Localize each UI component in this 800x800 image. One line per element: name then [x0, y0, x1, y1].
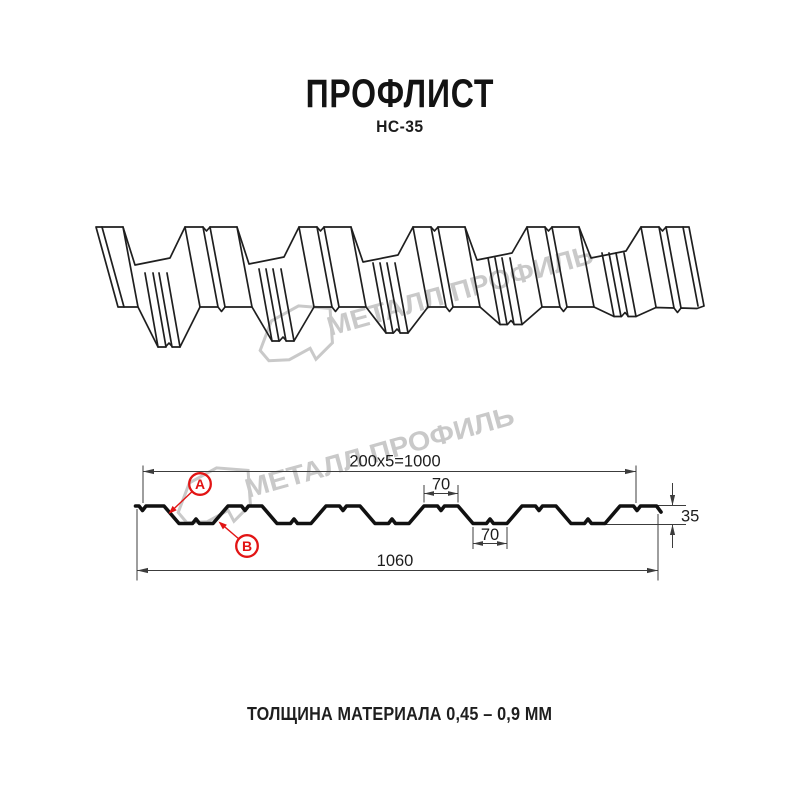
- page-title-text: ПРОФЛИСТ: [305, 72, 495, 116]
- dim-35-label: 35: [681, 508, 699, 526]
- material-thickness-caption: ТОЛЩИНА МАТЕРИАЛА 0,45 – 0,9 ММ: [0, 704, 800, 725]
- marker-a-label: А: [195, 476, 205, 492]
- dim-arrow: [647, 567, 658, 574]
- marker-b-arrowhead-icon: [218, 521, 227, 530]
- page-subtitle-text: НС-35: [376, 117, 424, 136]
- sheet-3d-lines: [95, 226, 705, 348]
- page-title: ПРОФЛИСТ: [0, 72, 800, 117]
- dim-arrow: [473, 541, 483, 546]
- metall-profil-logo-icon: [258, 304, 334, 363]
- dim-1060-label: 1060: [377, 552, 414, 570]
- dim-70-top-label: 70: [432, 476, 450, 494]
- dim-arrow: [137, 567, 148, 574]
- section-profile: [133, 504, 663, 526]
- material-thickness-text: ТОЛЩИНА МАТЕРИАЛА 0,45 – 0,9 ММ: [247, 704, 553, 724]
- dim-35-references: [600, 505, 686, 525]
- dim-arrow: [448, 491, 458, 496]
- section-dimension-labels: 200x5=1000 70 70 35 1060: [349, 453, 699, 571]
- marker-b-label: В: [242, 538, 252, 554]
- marker-a-circle: [188, 472, 212, 496]
- dim-arrow: [143, 468, 154, 475]
- dim-arrow: [497, 541, 507, 546]
- dim-arrow: [669, 524, 676, 535]
- section-markers: А В: [168, 472, 259, 558]
- dim-1060-extensions: [136, 509, 659, 581]
- dim-70-bottom-extensions: [472, 527, 508, 549]
- marker-b-circle: [235, 534, 259, 558]
- dim-arrow: [669, 495, 676, 506]
- dim-arrow: [625, 468, 636, 475]
- dim-70-bottom-label: 70: [481, 526, 499, 544]
- dim-1000-label: 200x5=1000: [349, 453, 440, 471]
- dim-arrow: [424, 491, 434, 496]
- section-dimensions: [136, 465, 686, 581]
- marker-a-arrowhead-icon: [168, 505, 177, 514]
- page-subtitle: НС-35: [0, 117, 800, 137]
